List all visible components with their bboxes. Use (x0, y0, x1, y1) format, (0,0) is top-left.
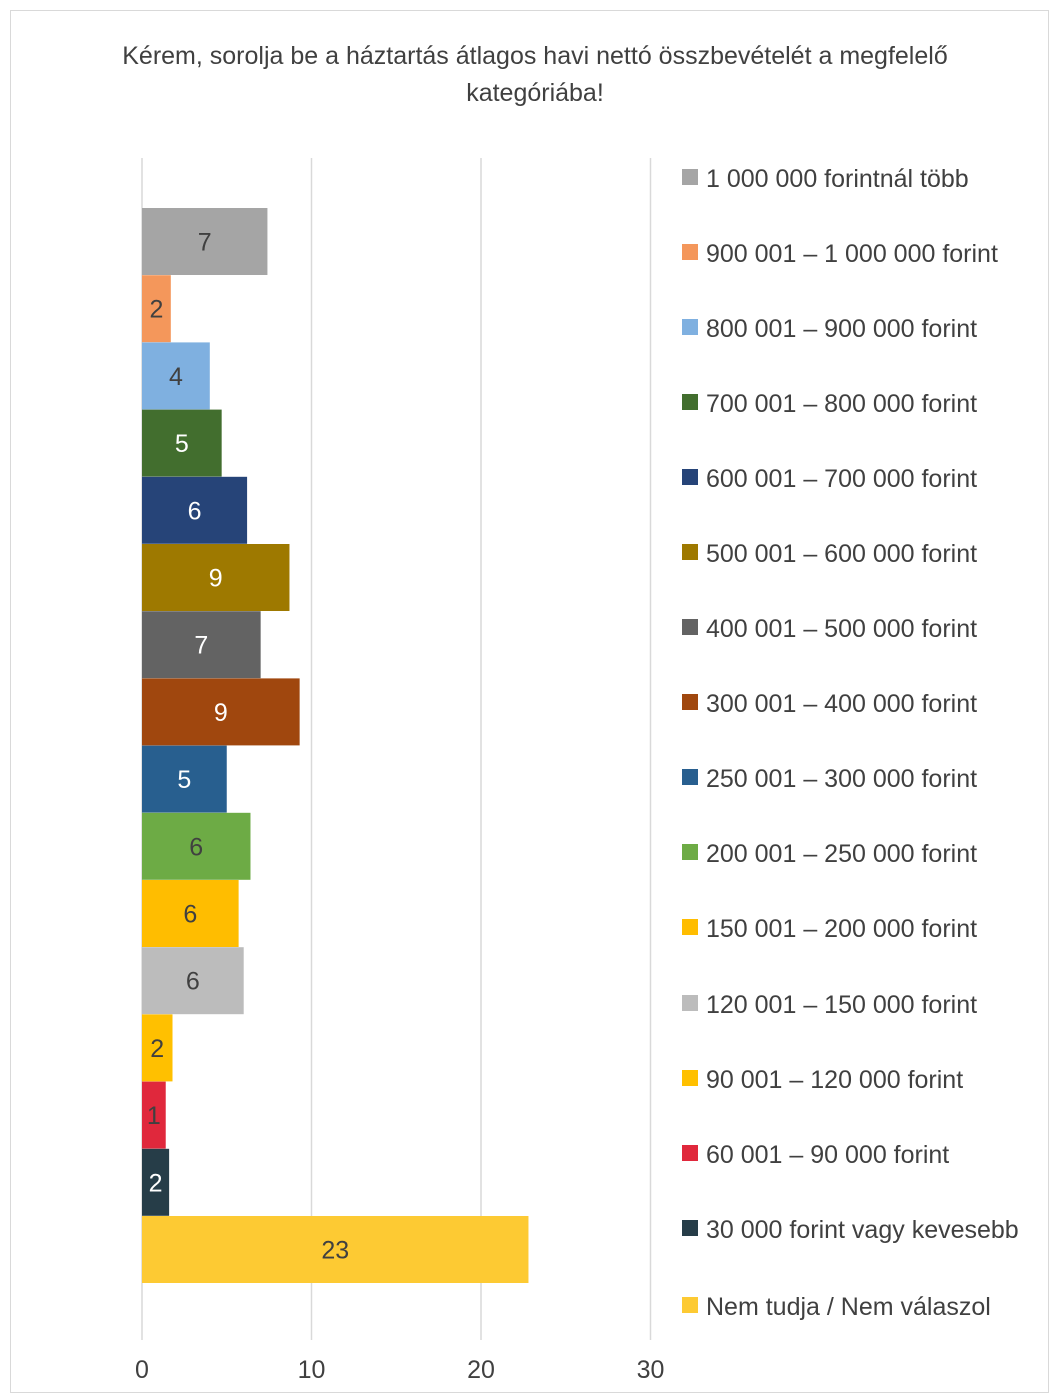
legend-item: 800 001 – 900 000 forint (682, 312, 1046, 347)
bar (142, 208, 268, 275)
legend-swatch (682, 319, 698, 335)
legend-item: 500 001 – 600 000 forint (682, 537, 1046, 572)
legend-label: 30 000 forint vagy kevesebb (706, 1216, 1019, 1244)
legend-label: 200 001 – 250 000 forint (706, 840, 978, 868)
legend-label: 300 001 – 400 000 forint (706, 690, 978, 718)
legend-item: 120 001 – 150 000 forint (682, 988, 1046, 1023)
legend-item: Nem tudja / Nem válaszol (682, 1290, 1046, 1325)
legend-swatch (682, 694, 698, 710)
legend-label: 600 001 – 700 000 forint (706, 465, 978, 493)
legend-swatch (682, 544, 698, 560)
legend-swatch (682, 1297, 698, 1313)
legend-swatch (682, 844, 698, 860)
data-label: 6 (189, 833, 203, 861)
legend-swatch (682, 1145, 698, 1161)
legend-swatch (682, 619, 698, 635)
legend-swatch (682, 769, 698, 785)
data-label: 9 (209, 565, 223, 593)
legend-item: 250 001 – 300 000 forint (682, 762, 1046, 797)
data-label: 2 (150, 1035, 164, 1063)
legend-swatch (682, 169, 698, 185)
bar (142, 611, 261, 679)
legend-item: 700 001 – 800 000 forint (682, 387, 1046, 422)
legend-item: 600 001 – 700 000 forint (682, 462, 1046, 497)
legend-label: 700 001 – 800 000 forint (706, 390, 978, 418)
legend-item: 1 000 000 forintnál több (682, 162, 1046, 197)
bar (142, 1216, 529, 1283)
data-label: 2 (149, 1169, 163, 1197)
legend-item: 90 001 – 120 000 forint (682, 1063, 1046, 1098)
legend-swatch (682, 244, 698, 260)
bar (142, 544, 290, 611)
legend-item: 300 001 – 400 000 forint (682, 687, 1046, 722)
bars (142, 208, 529, 1283)
legend-item: 150 001 – 200 000 forint (682, 912, 1046, 947)
data-label: 1 (147, 1102, 161, 1130)
legend-swatch (682, 1220, 698, 1236)
bar (142, 812, 251, 880)
bar (142, 1014, 173, 1082)
data-label: 6 (188, 497, 202, 525)
legend-item: 200 001 – 250 000 forint (682, 837, 1046, 872)
bar (142, 1148, 170, 1216)
x-tick-label: 10 (298, 1356, 326, 1384)
legend-label: Nem tudja / Nem válaszol (706, 1293, 991, 1321)
legend-swatch (682, 469, 698, 485)
data-label: 5 (177, 766, 191, 794)
data-label: 6 (183, 901, 197, 929)
bar (142, 947, 244, 1015)
legend-label: 250 001 – 300 000 forint (706, 765, 978, 793)
legend-label: 60 001 – 90 000 forint (706, 1141, 950, 1169)
legend-label: 400 001 – 500 000 forint (706, 615, 978, 643)
bar (142, 409, 222, 477)
x-axis-ticks: 0 10 20 30 (135, 1356, 664, 1384)
legend-item: 900 001 – 1 000 000 forint (682, 237, 1046, 272)
legend-swatch (682, 1070, 698, 1086)
bar (142, 1081, 166, 1149)
data-label: 4 (169, 363, 183, 391)
legend-item: 30 000 forint vagy kevesebb (682, 1213, 1046, 1248)
data-label: 6 (186, 968, 200, 996)
data-label: 9 (214, 699, 228, 727)
legend-label: 120 001 – 150 000 forint (706, 991, 978, 1019)
data-label: 7 (198, 229, 212, 257)
legend-item: 60 001 – 90 000 forint (682, 1138, 1046, 1173)
legend-label: 800 001 – 900 000 forint (706, 315, 978, 343)
x-tick-label: 20 (467, 1356, 495, 1384)
data-label: 5 (175, 430, 189, 458)
bar (142, 342, 210, 410)
legend-label: 500 001 – 600 000 forint (706, 540, 978, 568)
legend-label: 900 001 – 1 000 000 forint (706, 240, 998, 268)
data-label: 2 (149, 296, 163, 324)
legend-label: 150 001 – 200 000 forint (706, 915, 978, 943)
legend-swatch (682, 919, 698, 935)
legend-swatch (682, 394, 698, 410)
legend-label: 1 000 000 forintnál több (706, 165, 969, 193)
x-tick-label: 30 (637, 1356, 665, 1384)
bar (142, 275, 171, 343)
bar (142, 476, 248, 544)
data-label: 23 (321, 1237, 349, 1265)
data-label: 7 (194, 632, 208, 660)
chart-title: Kérem, sorolja be a háztartás átlagos ha… (122, 42, 948, 107)
legend-swatch (682, 995, 698, 1011)
x-tick-label: 0 (135, 1356, 149, 1384)
data-labels: 7 2 4 5 6 9 7 9 5 6 6 6 2 1 2 23 (147, 229, 349, 1265)
bar (142, 745, 227, 813)
legend-label: 90 001 – 120 000 forint (706, 1066, 964, 1094)
bar (142, 678, 300, 746)
bar (142, 880, 239, 947)
legend-item: 400 001 – 500 000 forint (682, 612, 1046, 647)
